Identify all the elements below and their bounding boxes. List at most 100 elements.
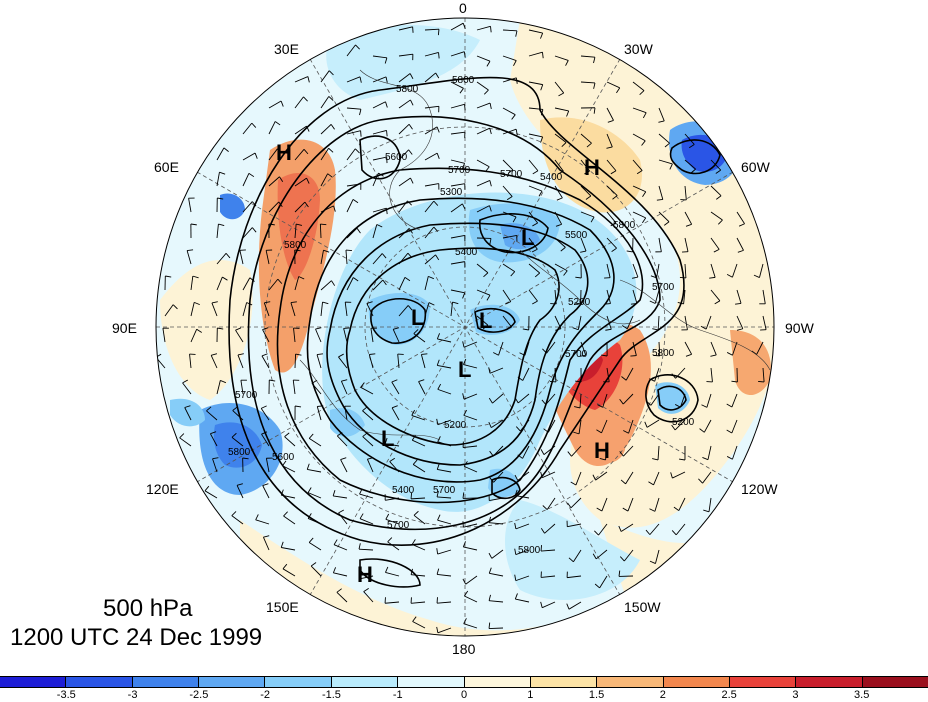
wind-barb — [570, 497, 582, 509]
colorbar-swatch — [663, 677, 730, 687]
wind-barb — [372, 101, 386, 109]
wind-barb — [242, 201, 253, 213]
wind-barb-flag — [556, 197, 563, 201]
wind-barb — [190, 329, 198, 343]
wind-barb-flag — [328, 70, 334, 76]
wind-barb — [632, 211, 646, 219]
wind-barb-flag — [418, 379, 425, 382]
wind-barb — [463, 341, 478, 348]
wind-barb — [424, 126, 438, 135]
wind-barb-flag — [231, 432, 237, 438]
wind-barb-flag — [621, 325, 628, 330]
wind-barb-flag — [488, 594, 491, 601]
wind-barb — [370, 328, 374, 343]
wind-barb — [632, 341, 637, 356]
wind-barb — [211, 302, 218, 317]
wind-barb-flag — [565, 60, 569, 66]
wind-barb — [242, 227, 253, 239]
wind-barb — [372, 76, 387, 83]
colorbar-tick-label: -3.5 — [56, 689, 76, 701]
wind-barb — [736, 211, 745, 225]
wind-barb — [707, 445, 712, 460]
wind-barb-flag — [277, 148, 282, 154]
wind-barb-flag — [385, 101, 388, 108]
wind-barb-flag — [631, 276, 639, 279]
wind-barb — [340, 381, 348, 395]
wind-barb-flag — [596, 507, 603, 512]
wind-barb — [450, 51, 465, 57]
wind-barb-flag — [483, 89, 489, 95]
wind-barb — [450, 159, 465, 164]
wind-barb-flag — [597, 404, 603, 408]
wind-barb-flag — [307, 76, 310, 83]
wind-barb — [346, 183, 361, 187]
wind-barb — [411, 574, 426, 577]
colorbar-swatch — [597, 677, 664, 687]
wind-barb-flag — [579, 354, 586, 357]
wind-barb-flag — [493, 352, 499, 356]
wind-barb — [502, 211, 517, 218]
wind-barb — [554, 211, 563, 225]
wind-barb-flag — [251, 201, 257, 207]
wind-barb-flag — [184, 405, 191, 408]
low-center-label: L — [521, 225, 534, 250]
wind-barb — [502, 55, 517, 61]
low-center-label: L — [381, 426, 394, 451]
wind-barb — [606, 263, 611, 278]
wind-barb-flag — [560, 247, 566, 252]
wind-barb — [736, 237, 744, 251]
wind-barb-flag — [408, 228, 413, 234]
wind-barb — [654, 367, 660, 382]
wind-barb-flag — [190, 223, 197, 226]
wind-barb-flag — [710, 354, 717, 357]
wind-barb — [311, 383, 322, 395]
wind-barb-flag — [677, 301, 684, 305]
wind-barb — [528, 159, 539, 172]
wind-barb-flag — [534, 272, 541, 278]
wind-barb-flag — [340, 457, 347, 460]
wind-barb — [216, 147, 225, 161]
wind-barb — [263, 302, 270, 317]
wind-barb — [450, 261, 465, 265]
wind-barb — [684, 211, 693, 225]
contour-label: 5400 — [455, 247, 478, 258]
wind-barb-flag — [435, 72, 440, 79]
wind-barb — [632, 107, 647, 114]
wind-barb-flag — [512, 216, 517, 223]
colorbar-swatch — [331, 677, 399, 687]
contour-label: 5200 — [568, 297, 591, 308]
wind-barb — [708, 497, 712, 512]
wind-barb — [188, 198, 192, 213]
wind-barb — [606, 289, 611, 304]
wind-barb — [524, 341, 530, 356]
wind-barb — [182, 382, 192, 395]
colorbar-tick-label: 1 — [527, 689, 534, 701]
wind-barb — [554, 263, 568, 272]
wind-barb — [242, 277, 251, 291]
wind-barb — [502, 263, 515, 273]
wind-barb-flag — [393, 327, 400, 330]
longitude-label-30w: 30W — [624, 41, 653, 57]
wind-barb — [265, 250, 270, 265]
wind-barb — [358, 548, 374, 551]
wind-barb — [554, 237, 566, 248]
wind-barb-flag — [540, 136, 544, 143]
wind-barb-flag — [249, 277, 255, 282]
wind-barb — [762, 315, 767, 330]
wind-barb — [606, 159, 617, 172]
wind-barb-flag — [461, 203, 466, 210]
wind-barb-flag — [283, 511, 288, 517]
wind-barb — [476, 55, 491, 62]
wind-barb — [493, 471, 504, 483]
wind-barb — [491, 549, 504, 559]
wind-barb-flag — [570, 481, 577, 486]
wind-barb-flag — [303, 149, 309, 155]
wind-barb — [680, 393, 686, 408]
wind-barb — [235, 329, 244, 343]
wind-barb-flag — [574, 406, 581, 409]
wind-barb-flag — [463, 51, 466, 58]
wind-barb-flag — [316, 353, 324, 356]
wind-barb-flag — [685, 223, 692, 227]
wind-barb-flag — [646, 400, 652, 406]
wind-barb — [268, 278, 279, 291]
